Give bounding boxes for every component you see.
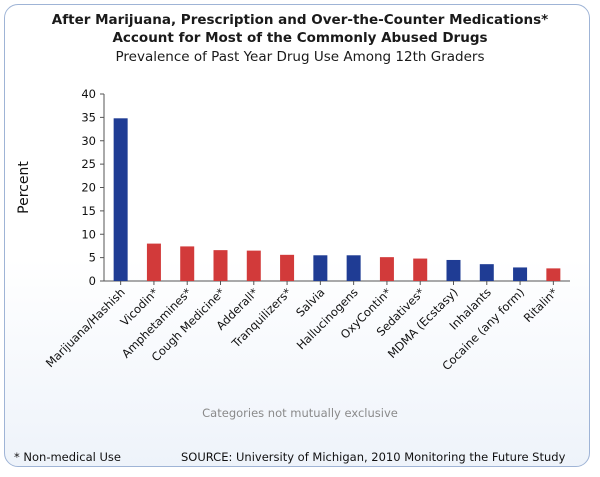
bar bbox=[213, 250, 228, 281]
y-tick-label: 30 bbox=[81, 134, 96, 148]
x-tick-label: Tranquilizers* bbox=[228, 285, 294, 351]
chart-frame bbox=[4, 4, 590, 467]
y-tick-label: 40 bbox=[81, 87, 96, 101]
y-tick-label: 35 bbox=[81, 110, 96, 124]
bar bbox=[113, 118, 128, 281]
bar bbox=[379, 257, 394, 281]
bar bbox=[246, 250, 261, 281]
y-tick-label: 25 bbox=[81, 157, 96, 171]
bar bbox=[313, 255, 328, 281]
x-tick-label: Marijuana/Hashish bbox=[43, 285, 128, 370]
bar bbox=[413, 258, 428, 281]
y-tick-label: 10 bbox=[81, 227, 96, 241]
chart-title-line2: Account for Most of the Commonly Abused … bbox=[112, 30, 488, 46]
y-tick-label: 20 bbox=[81, 181, 96, 195]
y-tick-label: 0 bbox=[89, 274, 96, 288]
bar bbox=[479, 264, 494, 281]
bar bbox=[446, 259, 461, 281]
y-tick-label: 5 bbox=[89, 251, 96, 265]
y-axis-title: Percent bbox=[16, 161, 32, 214]
source-citation: SOURCE: University of Michigan, 2010 Mon… bbox=[181, 450, 566, 464]
bar bbox=[280, 254, 295, 281]
bar bbox=[346, 255, 361, 281]
chart-subtitle: Prevalence of Past Year Drug Use Among 1… bbox=[115, 49, 485, 65]
chart-note: Categories not mutually exclusive bbox=[202, 406, 398, 420]
x-tick-label: Ritalin* bbox=[521, 285, 561, 325]
bar bbox=[146, 243, 161, 281]
bar bbox=[180, 246, 195, 281]
bar bbox=[513, 267, 528, 281]
y-tick-label: 15 bbox=[81, 204, 96, 218]
chart-title: After Marijuana, Prescription and Over-t… bbox=[51, 12, 549, 28]
bar bbox=[546, 268, 561, 281]
footnote: * Non-medical Use bbox=[14, 450, 121, 464]
